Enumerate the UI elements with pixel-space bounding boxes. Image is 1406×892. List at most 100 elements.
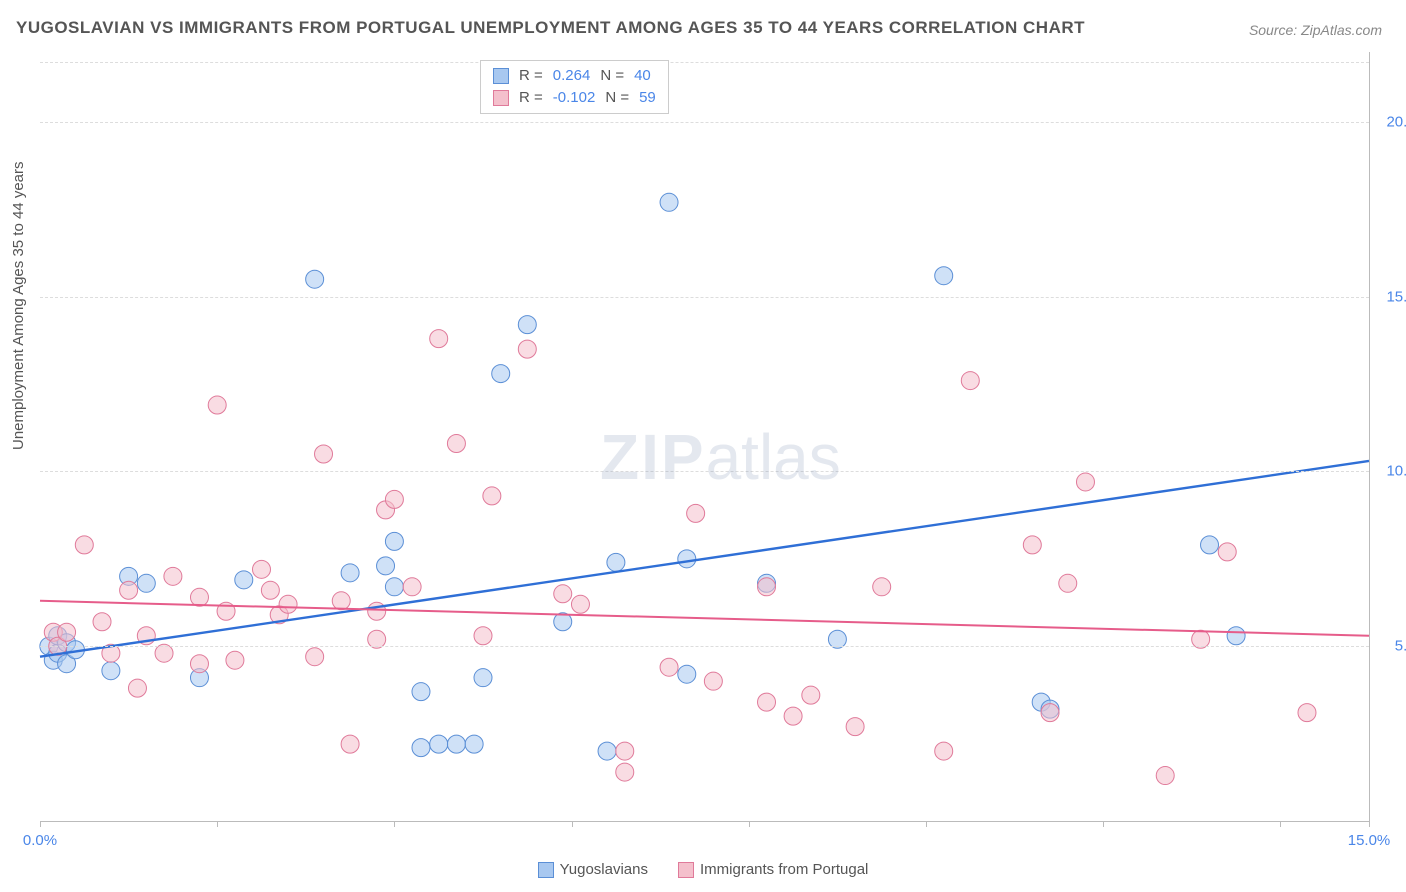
scatter-point [102, 662, 120, 680]
scatter-point [1201, 536, 1219, 554]
scatter-point [385, 532, 403, 550]
n-value-0: 40 [634, 65, 651, 87]
scatter-point [474, 669, 492, 687]
scatter-point [306, 270, 324, 288]
scatter-point [1076, 473, 1094, 491]
legend-bottom-swatch-0 [538, 862, 554, 878]
legend-item-0: Yugoslavians [538, 861, 648, 878]
gridline-h [40, 62, 1369, 63]
scatter-point [332, 592, 350, 610]
scatter-point [1227, 627, 1245, 645]
scatter-point [261, 581, 279, 599]
scatter-point [802, 686, 820, 704]
gridline-h [40, 471, 1369, 472]
xtick-label: 0.0% [23, 832, 57, 849]
scatter-point [660, 193, 678, 211]
scatter-point [93, 613, 111, 631]
scatter-point [1218, 543, 1236, 561]
scatter-point [226, 651, 244, 669]
n-label-1: N = [605, 87, 629, 109]
scatter-point [961, 372, 979, 390]
scatter-point [377, 557, 395, 575]
trend-line [40, 461, 1369, 657]
scatter-point [253, 560, 271, 578]
scatter-point [315, 445, 333, 463]
n-value-1: 59 [639, 87, 656, 109]
scatter-point [341, 735, 359, 753]
ytick-label: 15.0% [1374, 288, 1406, 305]
ytick-label: 20.0% [1374, 113, 1406, 130]
y-axis-label: Unemployment Among Ages 35 to 44 years [10, 161, 27, 450]
scatter-point [474, 627, 492, 645]
scatter-point [385, 578, 403, 596]
scatter-point [616, 742, 634, 760]
xtick [1369, 821, 1370, 827]
scatter-point [447, 735, 465, 753]
scatter-point [873, 578, 891, 596]
scatter-point [430, 330, 448, 348]
scatter-point [935, 742, 953, 760]
legend-row-0: R = 0.264 N = 40 [493, 65, 656, 87]
scatter-point [758, 693, 776, 711]
scatter-point [784, 707, 802, 725]
scatter-point [616, 763, 634, 781]
xtick [572, 821, 573, 827]
scatter-point [164, 567, 182, 585]
n-label-0: N = [600, 65, 624, 87]
xtick [40, 821, 41, 827]
scatter-point [687, 504, 705, 522]
scatter-point [607, 553, 625, 571]
trend-line [40, 601, 1369, 636]
scatter-point [235, 571, 253, 589]
series-legend: Yugoslavians Immigrants from Portugal [0, 861, 1406, 878]
scatter-point [598, 742, 616, 760]
xtick [1280, 821, 1281, 827]
scatter-point [554, 585, 572, 603]
legend-bottom-swatch-1 [678, 862, 694, 878]
scatter-point [483, 487, 501, 505]
xtick [749, 821, 750, 827]
plot-area: 5.0%10.0%15.0%20.0%0.0%15.0% [40, 52, 1370, 822]
scatter-point [385, 490, 403, 508]
legend-item-1: Immigrants from Portugal [678, 861, 868, 878]
scatter-point [704, 672, 722, 690]
xtick [394, 821, 395, 827]
scatter-point [846, 718, 864, 736]
legend-row-1: R = -0.102 N = 59 [493, 87, 656, 109]
scatter-point [518, 316, 536, 334]
scatter-point [447, 434, 465, 452]
scatter-point [190, 655, 208, 673]
xtick [926, 821, 927, 827]
scatter-point [128, 679, 146, 697]
correlation-legend: R = 0.264 N = 40 R = -0.102 N = 59 [480, 60, 669, 114]
scatter-point [58, 623, 76, 641]
legend-swatch-0 [493, 68, 509, 84]
scatter-point [412, 739, 430, 757]
scatter-point [1156, 767, 1174, 785]
scatter-point [935, 267, 953, 285]
scatter-point [120, 581, 138, 599]
scatter-point [758, 578, 776, 596]
legend-bottom-label-1: Immigrants from Portugal [700, 861, 868, 878]
scatter-point [678, 665, 696, 683]
scatter-point [190, 588, 208, 606]
xtick [1103, 821, 1104, 827]
scatter-point [1041, 704, 1059, 722]
xtick-label: 15.0% [1348, 832, 1391, 849]
r-label-0: R = [519, 65, 543, 87]
r-value-1: -0.102 [553, 87, 596, 109]
xtick [217, 821, 218, 827]
ytick-label: 10.0% [1374, 463, 1406, 480]
scatter-point [137, 574, 155, 592]
scatter-point [403, 578, 421, 596]
scatter-point [1059, 574, 1077, 592]
legend-swatch-1 [493, 90, 509, 106]
scatter-point [368, 602, 386, 620]
scatter-point [678, 550, 696, 568]
scatter-point [279, 595, 297, 613]
r-value-0: 0.264 [553, 65, 591, 87]
scatter-point [660, 658, 678, 676]
r-label-1: R = [519, 87, 543, 109]
gridline-h [40, 122, 1369, 123]
scatter-point [412, 683, 430, 701]
